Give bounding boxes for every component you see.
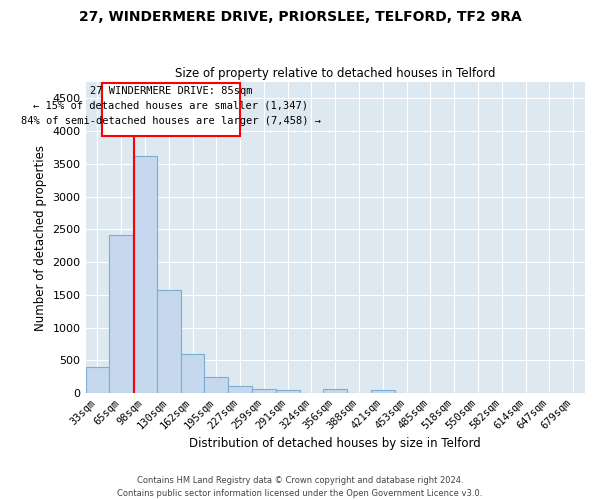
Bar (252, 390, 276, 393)
Text: 27, WINDERMERE DRIVE, PRIORSLEE, TELFORD, TF2 9RA: 27, WINDERMERE DRIVE, PRIORSLEE, TELFORD… (79, 10, 521, 24)
Title: Size of property relative to detached houses in Telford: Size of property relative to detached ho… (175, 66, 496, 80)
Bar (323, 390, 347, 393)
Bar (109, 234, 133, 393)
Bar (205, 376, 228, 393)
Bar (133, 156, 157, 393)
Y-axis label: Number of detached properties: Number of detached properties (34, 144, 47, 330)
Bar (181, 354, 205, 393)
Bar (157, 290, 181, 393)
Bar (276, 390, 299, 393)
Bar (86, 368, 109, 393)
FancyBboxPatch shape (101, 82, 240, 136)
Text: Contains HM Land Registry data © Crown copyright and database right 2024.
Contai: Contains HM Land Registry data © Crown c… (118, 476, 482, 498)
Text: 27 WINDERMERE DRIVE: 85sqm
← 15% of detached houses are smaller (1,347)
84% of s: 27 WINDERMERE DRIVE: 85sqm ← 15% of deta… (21, 86, 321, 126)
X-axis label: Distribution of detached houses by size in Telford: Distribution of detached houses by size … (190, 437, 481, 450)
Bar (371, 390, 395, 393)
Bar (228, 386, 252, 393)
